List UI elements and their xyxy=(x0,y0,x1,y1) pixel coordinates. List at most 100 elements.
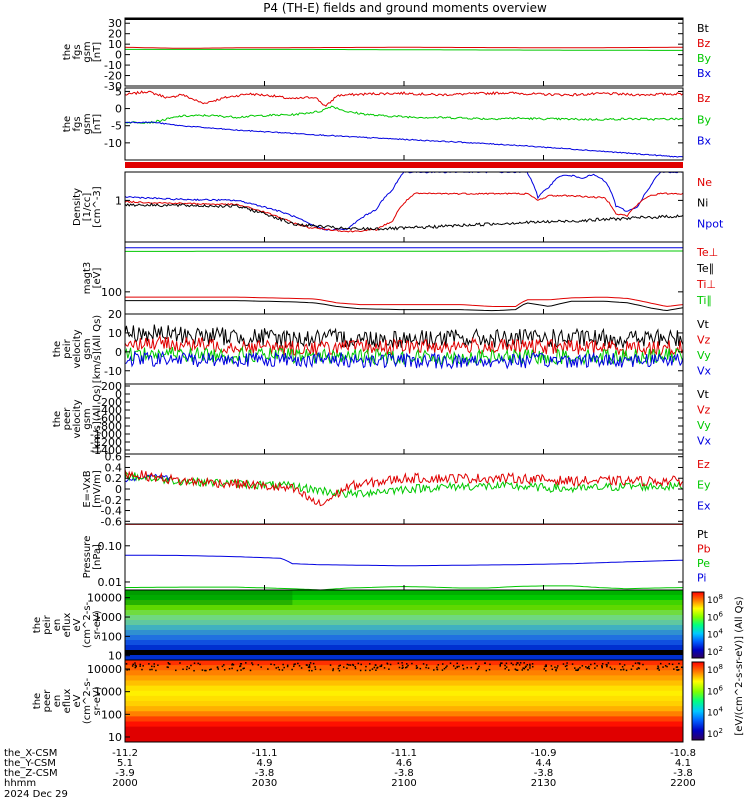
ytick-label: 100 xyxy=(101,708,122,721)
spec-speck xyxy=(348,664,350,666)
spec-speck xyxy=(425,666,427,669)
series-Npot xyxy=(125,172,683,231)
spec-speck xyxy=(359,669,362,672)
ytick-label: 0 xyxy=(115,483,122,496)
spec-speck xyxy=(458,665,460,668)
legend-Vx: Vx xyxy=(697,435,712,448)
spec-speck xyxy=(332,668,335,670)
spec-speck xyxy=(484,662,486,664)
spec-speck xyxy=(671,663,674,666)
spec-speck xyxy=(139,665,141,667)
ytick-label: 20 xyxy=(108,308,122,321)
panel-efield: E=-VxB[mV/m]0.60.40.20-0.2-0.4-0.6 Ez Ey Ex xyxy=(82,451,711,529)
spec-speck xyxy=(619,663,621,665)
spec-speck xyxy=(550,665,553,667)
spec-speck xyxy=(199,663,201,666)
spec-speck xyxy=(456,665,458,668)
series-Bz xyxy=(125,46,683,49)
spec-speck xyxy=(436,668,438,671)
spec-speck xyxy=(369,669,371,672)
spec-row xyxy=(125,690,683,697)
ylabel-line: [nT] xyxy=(92,42,103,62)
series-Vx xyxy=(125,350,683,370)
ephem-value: 4.4 xyxy=(536,758,552,769)
ytick-label: -10 xyxy=(104,365,122,378)
spec-speck xyxy=(373,666,376,669)
spec-speck xyxy=(168,663,170,665)
spec-speck xyxy=(308,665,311,668)
ephem-value: 2000 xyxy=(112,778,137,789)
spec-speck xyxy=(577,669,579,671)
ytick-label: 0.4 xyxy=(105,461,123,474)
spec-speck xyxy=(232,663,235,666)
spec-speck xyxy=(223,669,226,671)
spec-speck xyxy=(314,668,317,671)
ylabel-line: [1/cc] xyxy=(82,193,93,222)
ytick-label: 0 xyxy=(115,49,122,62)
spec-speck xyxy=(446,665,448,667)
spec-row xyxy=(125,610,683,616)
spec-speck xyxy=(193,669,195,672)
spec-speck xyxy=(666,665,668,668)
spec-speck xyxy=(148,663,150,665)
spec-speck xyxy=(488,668,491,671)
spec-speck xyxy=(221,665,224,668)
panel-ylabel: thepeervelocitygsm[km/s](All Qs) xyxy=(52,385,103,453)
spec-speck xyxy=(581,665,584,667)
colorbar-tick-label: 104 xyxy=(707,628,723,641)
ylabel-line: peer xyxy=(62,407,73,431)
ylabel-line: [cm^-3] xyxy=(92,186,103,227)
series-Ti⊥ xyxy=(125,296,683,307)
spec-speck xyxy=(554,666,556,668)
legend-Pb: Pb xyxy=(697,543,711,556)
spec-speck xyxy=(283,666,285,669)
spec-speck xyxy=(240,669,242,671)
ylabel-line: (cm^2-s- xyxy=(82,677,93,724)
spec-speck xyxy=(141,668,143,671)
colorbar-tick-label: 108 xyxy=(707,663,723,676)
spec-speck xyxy=(555,669,557,672)
panel-plot-area xyxy=(125,247,683,312)
spec-speck xyxy=(590,663,592,666)
colorbar-tick-label: 104 xyxy=(707,706,723,719)
ylabel-line: eflux xyxy=(62,689,73,714)
ephem-value: 5.1 xyxy=(117,758,133,769)
spec-speck xyxy=(525,665,527,668)
series-By xyxy=(125,48,683,51)
spec-speck xyxy=(243,667,245,670)
ylabel-line: en xyxy=(52,695,63,708)
spec-row xyxy=(125,665,683,671)
ylabel-line: velocity xyxy=(72,399,83,438)
colorbar-tick-label: 106 xyxy=(707,684,723,697)
panel-peer_spectrogram: thepeerenefluxeV(cm^2-s-sr-eV)1000010001… xyxy=(32,659,684,744)
panel-plot-area xyxy=(125,469,683,507)
spec-speck xyxy=(291,668,293,671)
legend-Bz: Bz xyxy=(697,92,711,105)
legend-Vt: Vt xyxy=(697,388,710,401)
spec-speck xyxy=(209,668,211,671)
spec-row xyxy=(125,645,683,651)
spec-speck xyxy=(405,666,407,669)
spec-speck xyxy=(383,667,386,669)
colorbar-tick-exp: 6 xyxy=(718,610,723,618)
legend-Pe: Pe xyxy=(697,557,710,570)
colorbar-strip xyxy=(691,661,705,741)
spec-speck xyxy=(179,662,181,664)
legend-Vt: Vt xyxy=(697,318,710,331)
spec-speck xyxy=(613,668,616,670)
panel-ylabel: E=-VxB[mV/m] xyxy=(82,470,103,508)
spec-speck xyxy=(443,667,446,670)
legend-Bz: Bz xyxy=(697,37,711,50)
ylabel-line: [km/s](All Qs) xyxy=(92,315,103,383)
legend-Ez: Ez xyxy=(697,458,710,471)
spec-speck xyxy=(338,669,341,672)
spec-speck xyxy=(519,662,522,664)
spec-speck xyxy=(188,667,191,670)
panel-ylabel: thepeerenefluxeV(cm^2-s-sr-eV) xyxy=(32,677,103,724)
panel-frame xyxy=(124,87,684,161)
ylabel-line: the xyxy=(52,411,63,427)
spec-row xyxy=(125,640,683,646)
spec-speck xyxy=(521,669,524,671)
